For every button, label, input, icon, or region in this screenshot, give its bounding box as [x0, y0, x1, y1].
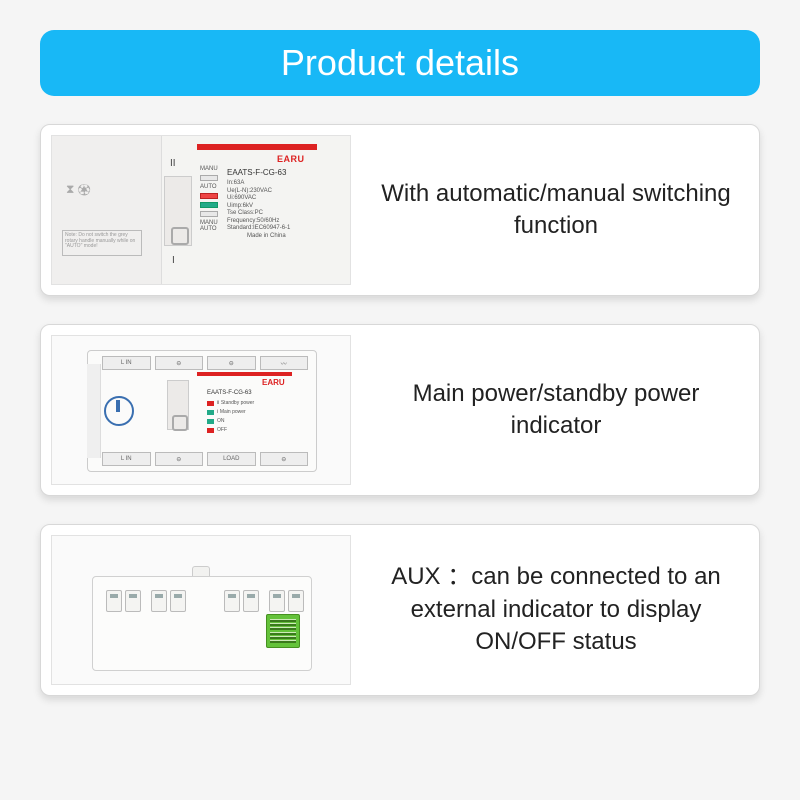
indicator-led: ON [207, 418, 254, 424]
brand-red-bar [197, 144, 317, 150]
indicator-led: Ⅱ Standby power [207, 400, 254, 406]
rotary-handle [167, 380, 189, 430]
detail-card-3: AUX ：can be connected to an external ind… [40, 524, 760, 696]
rotary-knob-icon [104, 396, 134, 426]
brand-label: EARU [262, 378, 285, 387]
section-header: Product details [40, 30, 760, 96]
detail-card-1: ⧗ ♼ Note: Do not switch the grey rotary … [40, 124, 760, 296]
aux-connector [266, 614, 300, 648]
model-label: EAATS-F-CG-63 [227, 168, 286, 177]
detail-desc-1: With automatic/manual switching function [371, 178, 741, 243]
detail-desc-2: Main power/standby power indicator [371, 378, 741, 443]
output-terminals [106, 590, 304, 612]
specs-label: In:63A Ue(L-N):230VAC Ui:690VAC Uimp:6kV… [227, 180, 290, 240]
detail-desc-3: AUX ：can be connected to an external ind… [371, 561, 741, 658]
brand-red-bar [197, 372, 292, 376]
rotary-handle [164, 176, 192, 246]
bottom-terminal-row: L IN⊖LOAD⊖ [102, 452, 308, 466]
indicator-led-list: Ⅱ Standby power Ⅰ Main power ON OFF [207, 400, 254, 433]
indicator-led: OFF [207, 427, 254, 433]
hourglass-icon: ⧗ ♼ [66, 182, 91, 197]
detail-card-2: L IN⊖⊖〰 EARU EAATS-F-CG-63 Ⅱ Standby pow… [40, 324, 760, 496]
product-thumb-bottom [51, 535, 351, 685]
product-thumb-front-full: L IN⊖⊖〰 EARU EAATS-F-CG-63 Ⅱ Standby pow… [51, 335, 351, 485]
model-label: EAATS-F-CG-63 [207, 390, 252, 396]
indicator-led: Ⅰ Main power [207, 409, 254, 415]
warning-note: Note: Do not switch the grey rotary hand… [62, 230, 142, 256]
brand-label: EARU [277, 154, 305, 164]
product-thumb-front-closeup: ⧗ ♼ Note: Do not switch the grey rotary … [51, 135, 351, 285]
mode-indicator-col: MANU AUTO MANU AUTO [200, 166, 224, 232]
top-terminal-row: L IN⊖⊖〰 [102, 356, 308, 370]
